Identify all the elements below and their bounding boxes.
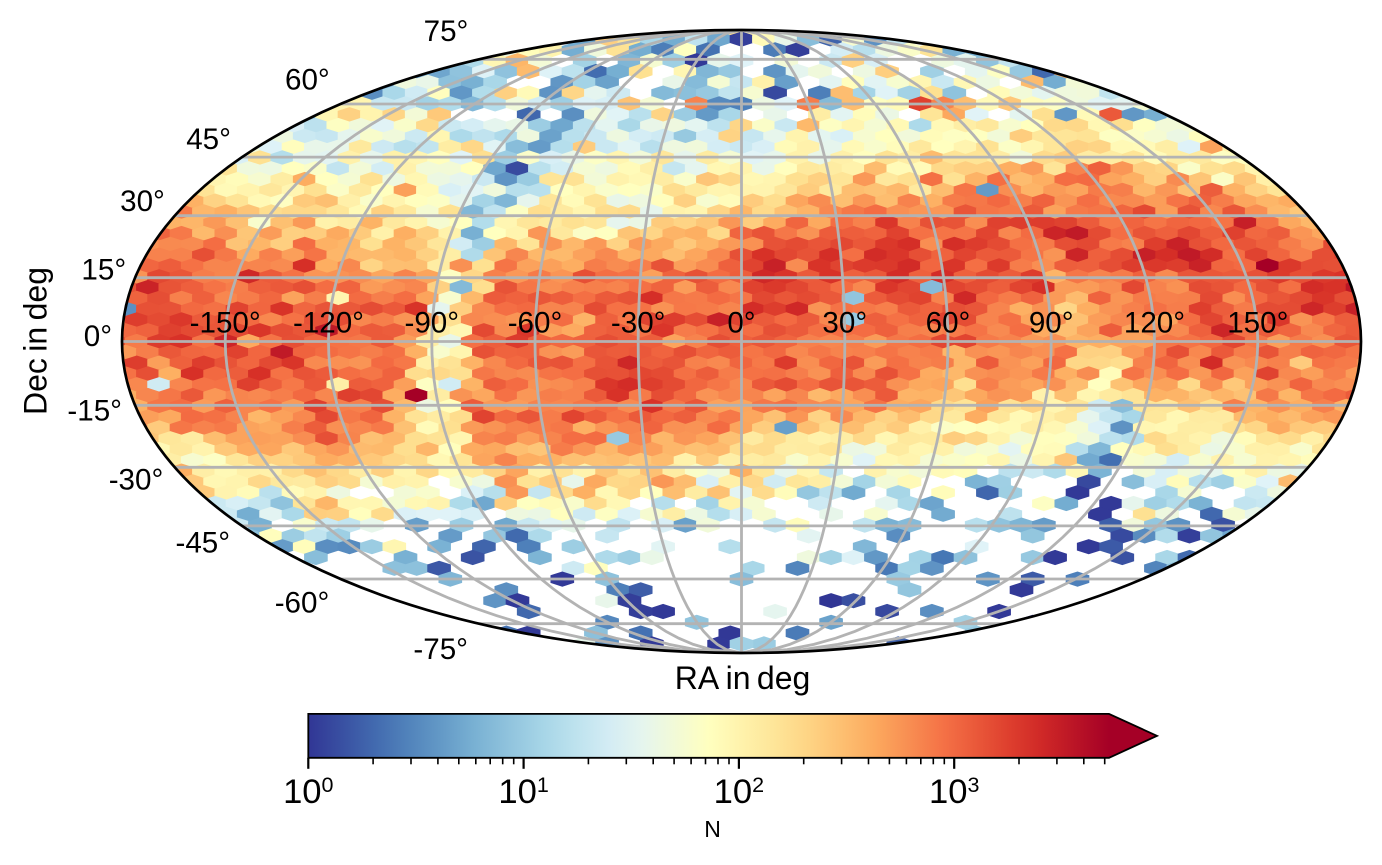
svg-text:15°: 15° (81, 254, 126, 287)
svg-text:-60°: -60° (508, 307, 563, 340)
svg-text:30°: 30° (120, 185, 165, 218)
svg-text:120°: 120° (1124, 307, 1185, 340)
svg-text:0°: 0° (727, 307, 755, 340)
svg-text:-75°: -75° (413, 633, 468, 666)
svg-text:60°: 60° (926, 307, 971, 340)
svg-text:-120°: -120° (293, 307, 364, 340)
svg-text:45°: 45° (186, 123, 231, 156)
svg-text:75°: 75° (424, 15, 469, 48)
svg-text:-30°: -30° (611, 307, 666, 340)
svg-text:30°: 30° (822, 307, 867, 340)
svg-text:-30°: -30° (109, 464, 164, 497)
svg-text:100: 100 (283, 773, 333, 811)
svg-text:103: 103 (929, 773, 979, 811)
svg-text:60°: 60° (285, 63, 330, 96)
svg-text:RA in deg: RA in deg (675, 660, 811, 696)
svg-text:90°: 90° (1029, 307, 1074, 340)
svg-text:-150°: -150° (190, 307, 261, 340)
svg-text:-15°: -15° (67, 394, 122, 427)
svg-text:-90°: -90° (404, 307, 459, 340)
svg-text:-60°: -60° (275, 586, 330, 619)
svg-text:Dec in deg: Dec in deg (18, 267, 54, 415)
svg-text:N: N (704, 816, 721, 842)
svg-text:150°: 150° (1227, 307, 1288, 340)
svg-text:-45°: -45° (175, 527, 230, 560)
svg-text:0°: 0° (84, 320, 112, 353)
